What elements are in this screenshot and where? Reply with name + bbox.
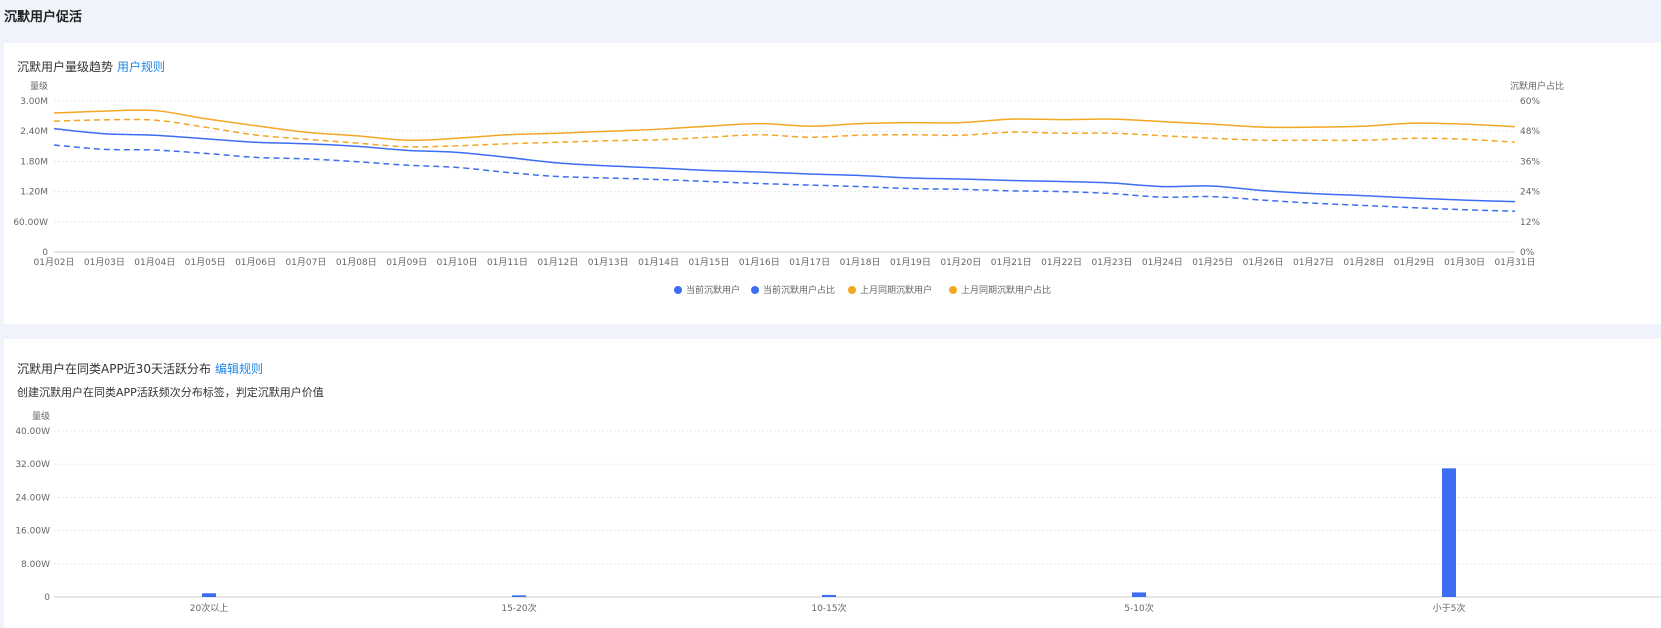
trend-card: 沉默用户量级趋势 用户规则 量级 沉默用户占比 0 0% 60.00W 12% 1.20M 24…	[4, 43, 1661, 324]
left-tick-label: 60.00W	[13, 218, 48, 228]
x-tick-label: 01月26日	[1243, 257, 1284, 268]
x-tick-label: 01月12日	[537, 257, 578, 268]
x-tick-label: 01月09日	[386, 257, 427, 268]
y-tick-label: 16.00W	[15, 527, 50, 537]
x-tick-label: 01月30日	[1444, 257, 1485, 268]
trend-card-title: 沉默用户量级趋势 用户规则	[17, 58, 165, 75]
x-tick-label: 01月02日	[34, 257, 75, 268]
bar	[1442, 468, 1456, 597]
x-tick-label: 01月10日	[437, 257, 478, 268]
x-tick-label: 01月16日	[739, 257, 780, 268]
x-tick-label: 01月18日	[840, 257, 881, 268]
x-tick-label: 01月11日	[487, 257, 528, 268]
user-rules-link[interactable]: 用户规则	[117, 60, 166, 74]
legend-label: 上月同期沉默用户	[860, 284, 932, 296]
series-line	[53, 144, 1516, 212]
legend-marker	[751, 286, 759, 294]
x-tick-label: 01月29日	[1394, 257, 1435, 268]
right-tick-label: 48%	[1520, 127, 1540, 137]
x-tick-label: 01月04日	[134, 257, 175, 268]
bar	[1132, 592, 1146, 597]
series-line	[53, 109, 1516, 142]
x-tick-label: 01月31日	[1495, 257, 1536, 268]
x-tick-label: 01月27日	[1293, 257, 1334, 268]
bar	[512, 595, 526, 597]
x-tick-label: 01月14日	[638, 257, 679, 268]
dist-axis-label: 量级	[32, 410, 50, 422]
legend-marker	[949, 286, 957, 294]
x-tick-label: 01月13日	[588, 257, 629, 268]
x-tick-label: 01月06日	[235, 257, 276, 268]
legend-label: 当前沉默用户占比	[763, 284, 835, 296]
page-title: 沉默用户促活	[4, 10, 83, 25]
right-tick-label: 12%	[1520, 218, 1540, 228]
series-line	[53, 127, 1516, 203]
y-tick-label: 24.00W	[15, 493, 50, 503]
distribution-chart: 量级 0 8.00W 16.00W 24.00W 32.00W 40.00W 20次以上 15-…	[15, 410, 1661, 614]
legend-label: 上月同期沉默用户占比	[961, 284, 1051, 296]
bar	[822, 594, 836, 597]
left-tick-label: 0	[42, 248, 48, 258]
edit-rules-link[interactable]: 编辑规则	[214, 362, 263, 376]
distribution-card: 沉默用户在同类APP近30天活跃分布 编辑规则 创建沉默用户在同类APP活跃频次分…	[4, 339, 1661, 628]
x-tick-label: 01月19日	[890, 257, 931, 268]
x-tick-label: 20次以上	[190, 602, 228, 614]
x-tick-label: 15-20次	[501, 602, 536, 614]
trend-title-text: 沉默用户量级趋势	[17, 60, 114, 74]
x-tick-label: 小于5次	[1433, 602, 1466, 614]
x-tick-label: 01月24日	[1142, 257, 1183, 268]
x-tick-label: 01月15日	[688, 257, 729, 268]
y-tick-label: 0	[44, 593, 50, 603]
y-tick-label: 8.00W	[21, 560, 50, 570]
x-tick-label: 10-15次	[811, 602, 846, 614]
right-tick-label: 36%	[1520, 157, 1540, 167]
legend-marker	[848, 286, 856, 294]
y-tick-label: 32.00W	[15, 460, 50, 470]
x-tick-label: 01月17日	[789, 257, 830, 268]
x-tick-label: 01月05日	[185, 257, 226, 268]
right-tick-label: 24%	[1520, 188, 1540, 198]
y-tick-label: 40.00W	[15, 427, 50, 437]
x-tick-label: 5-10次	[1124, 602, 1153, 614]
x-tick-label: 01月22日	[1041, 257, 1082, 268]
trend-chart: 量级 沉默用户占比 0 0% 60.00W 12% 1.20M 24% 1.80M 36% 2.40…	[13, 80, 1564, 296]
dist-subtitle: 创建沉默用户在同类APP活跃频次分布标签，判定沉默用户价值	[17, 386, 324, 399]
legend-label: 当前沉默用户	[686, 284, 740, 296]
series-line	[53, 118, 1516, 148]
right-tick-label: 0%	[1520, 248, 1535, 258]
x-tick-label: 01月25日	[1192, 257, 1233, 268]
dist-title-text: 沉默用户在同类APP近30天活跃分布	[17, 362, 211, 376]
right-axis-label: 沉默用户占比	[1510, 80, 1564, 92]
left-tick-label: 2.40M	[20, 127, 48, 137]
x-tick-label: 01月23日	[1092, 257, 1133, 268]
x-tick-label: 01月21日	[991, 257, 1032, 268]
bar	[202, 593, 216, 597]
right-tick-label: 60%	[1520, 97, 1540, 107]
x-tick-label: 01月28日	[1343, 257, 1384, 268]
x-tick-label: 01月20日	[940, 257, 981, 268]
legend-marker	[674, 286, 682, 294]
left-axis-label: 量级	[30, 80, 48, 92]
x-tick-label: 01月08日	[336, 257, 377, 268]
dist-card-title: 沉默用户在同类APP近30天活跃分布 编辑规则	[17, 360, 263, 377]
left-tick-label: 1.20M	[20, 188, 48, 198]
x-tick-label: 01月03日	[84, 257, 125, 268]
x-tick-label: 01月07日	[285, 257, 326, 268]
left-tick-label: 3.00M	[20, 97, 48, 107]
left-tick-label: 1.80M	[20, 157, 48, 167]
